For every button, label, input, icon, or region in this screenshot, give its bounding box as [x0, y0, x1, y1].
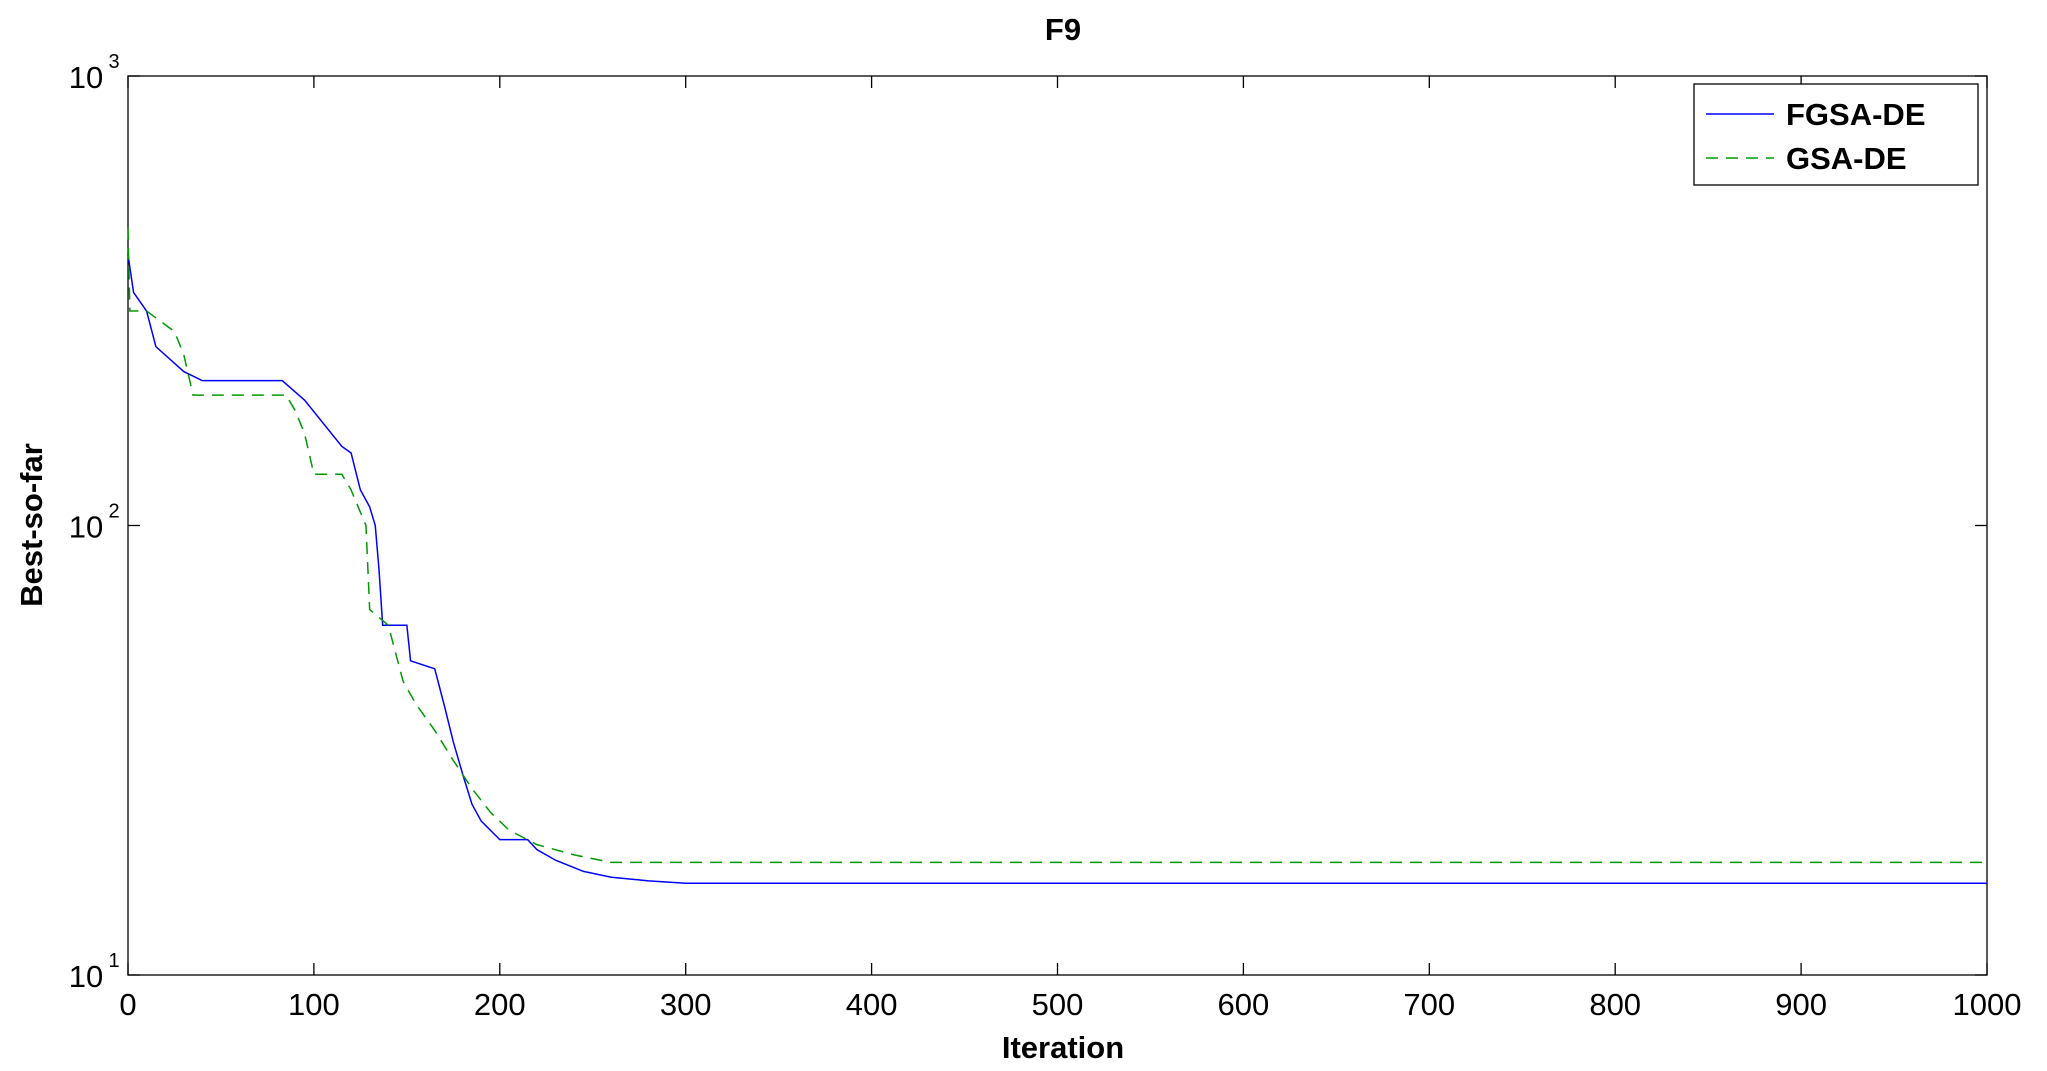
y-tick-label: 10: [69, 959, 103, 994]
x-tick-label: 600: [1218, 987, 1270, 1022]
x-tick-label: 0: [119, 987, 136, 1022]
x-tick-label: 300: [660, 987, 712, 1022]
y-tick-label: 10: [69, 60, 103, 95]
x-tick-label: 200: [474, 987, 526, 1022]
x-tick-label: 400: [846, 987, 898, 1022]
chart-title: F9: [1045, 12, 1081, 47]
x-tick-label: 700: [1403, 987, 1455, 1022]
legend-label: GSA-DE: [1786, 141, 1907, 176]
x-tick-label: 500: [1032, 987, 1084, 1022]
y-axis-label: Best-so-far: [14, 443, 49, 607]
y-tick-exponent: 1: [108, 950, 119, 972]
x-axis-label: Iteration: [1002, 1030, 1124, 1065]
y-tick-exponent: 3: [108, 51, 119, 73]
x-tick-label: 900: [1775, 987, 1827, 1022]
x-tick-label: 100: [288, 987, 340, 1022]
y-tick-exponent: 2: [108, 501, 119, 523]
x-tick-label: 800: [1589, 987, 1641, 1022]
y-tick-label: 10: [69, 510, 103, 545]
legend-label: FGSA-DE: [1786, 97, 1926, 132]
x-tick-label: 1000: [1953, 987, 2022, 1022]
series-line: [127, 227, 1987, 864]
legend-box: [1693, 83, 1979, 186]
series-line: [127, 254, 1987, 884]
